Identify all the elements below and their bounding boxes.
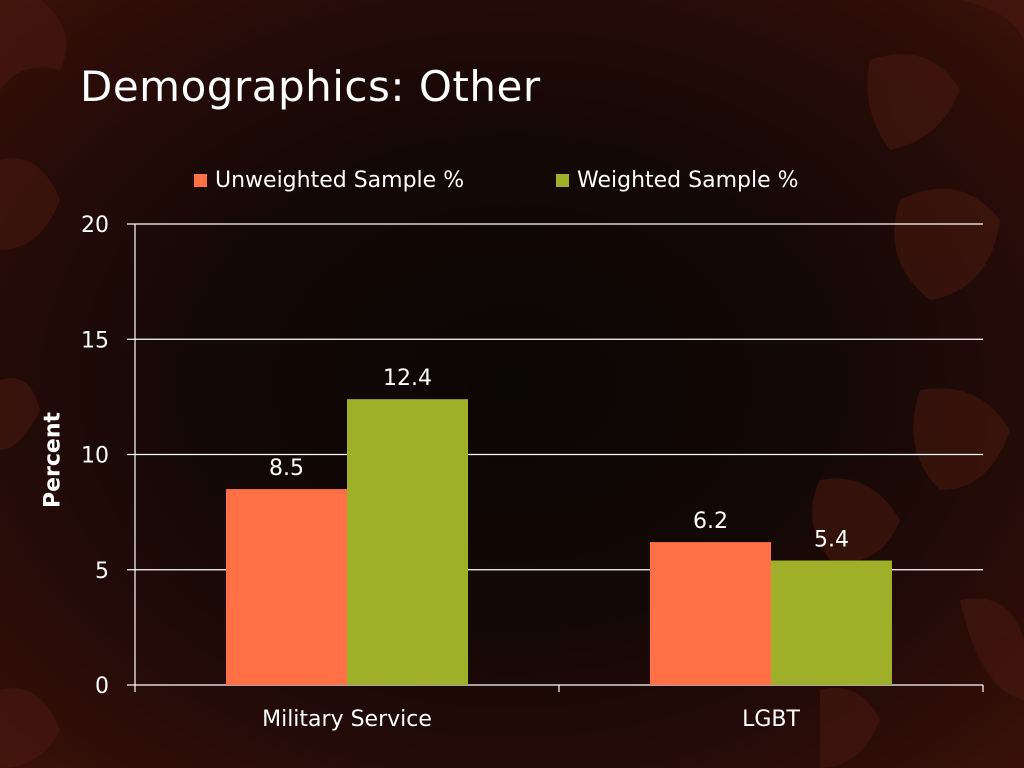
bar-data-label: 8.5 [269,456,304,481]
bar [650,542,771,685]
legend-label-weighted: Weighted Sample % [577,168,799,193]
bar-data-label: 6.2 [693,509,728,534]
y-tick-label: 0 [95,674,109,699]
legend-swatch-weighted [556,174,569,187]
bar [226,489,347,685]
legend-item-weighted: Weighted Sample % [556,168,799,193]
y-tick-label: 10 [81,444,109,469]
legend-item-unweighted: Unweighted Sample % [194,168,464,193]
y-tick-label: 5 [95,559,109,584]
legend-label-unweighted: Unweighted Sample % [215,168,465,193]
y-tick-label: 20 [81,213,109,238]
x-tick-label: LGBT [742,707,800,732]
bar-data-label: 5.4 [814,528,849,553]
legend-swatch-unweighted [194,174,207,187]
slide-title: Demographics: Other [80,62,541,111]
bar-data-label: 12.4 [383,366,432,391]
x-tick-label: Military Service [262,707,432,732]
chart-legend: Unweighted Sample % Weighted Sample % [0,168,1024,198]
bar [771,560,892,685]
bar [347,399,468,685]
y-tick-label: 15 [81,328,109,353]
